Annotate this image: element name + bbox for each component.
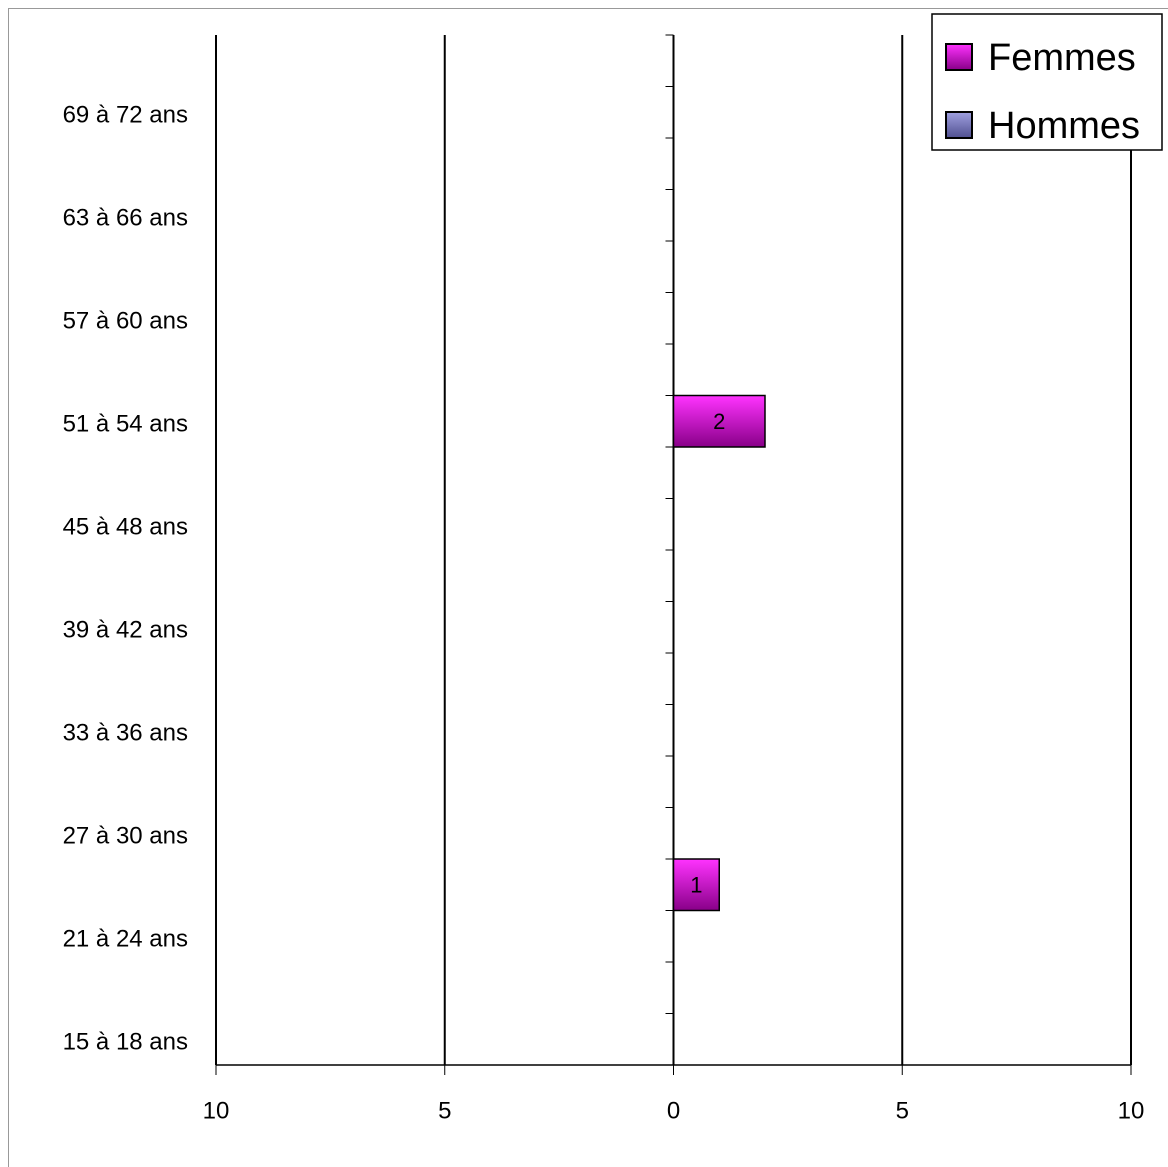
legend-label: Hommes <box>988 105 1140 147</box>
data-label: 2 <box>713 409 725 434</box>
chart-frame <box>8 8 1168 1167</box>
y-tick-label: 63 à 66 ans <box>63 205 188 232</box>
y-tick-label: 21 à 24 ans <box>63 926 188 953</box>
x-tick-label: 5 <box>896 1097 909 1124</box>
y-tick-label: 45 à 48 ans <box>63 514 188 541</box>
y-tick-label: 15 à 18 ans <box>63 1029 188 1056</box>
data-label: 1 <box>690 873 702 898</box>
x-tick-label: 0 <box>667 1097 680 1124</box>
legend-swatch <box>945 43 973 71</box>
legend-box <box>931 13 1163 151</box>
y-tick-label: 39 à 42 ans <box>63 617 188 644</box>
y-tick-label: 57 à 60 ans <box>63 308 188 335</box>
y-tick-label: 51 à 54 ans <box>63 411 188 438</box>
x-tick-label: 5 <box>438 1097 451 1124</box>
legend-swatch <box>945 111 973 139</box>
bar <box>672 858 720 912</box>
x-tick-label: 10 <box>203 1097 230 1124</box>
legend-label: Femmes <box>988 37 1136 79</box>
x-tick-label: 10 <box>1118 1097 1145 1124</box>
bar <box>672 394 766 448</box>
y-tick-label: 33 à 36 ans <box>63 720 188 747</box>
y-tick-label: 69 à 72 ans <box>63 102 188 129</box>
y-tick-label: 27 à 30 ans <box>63 823 188 850</box>
